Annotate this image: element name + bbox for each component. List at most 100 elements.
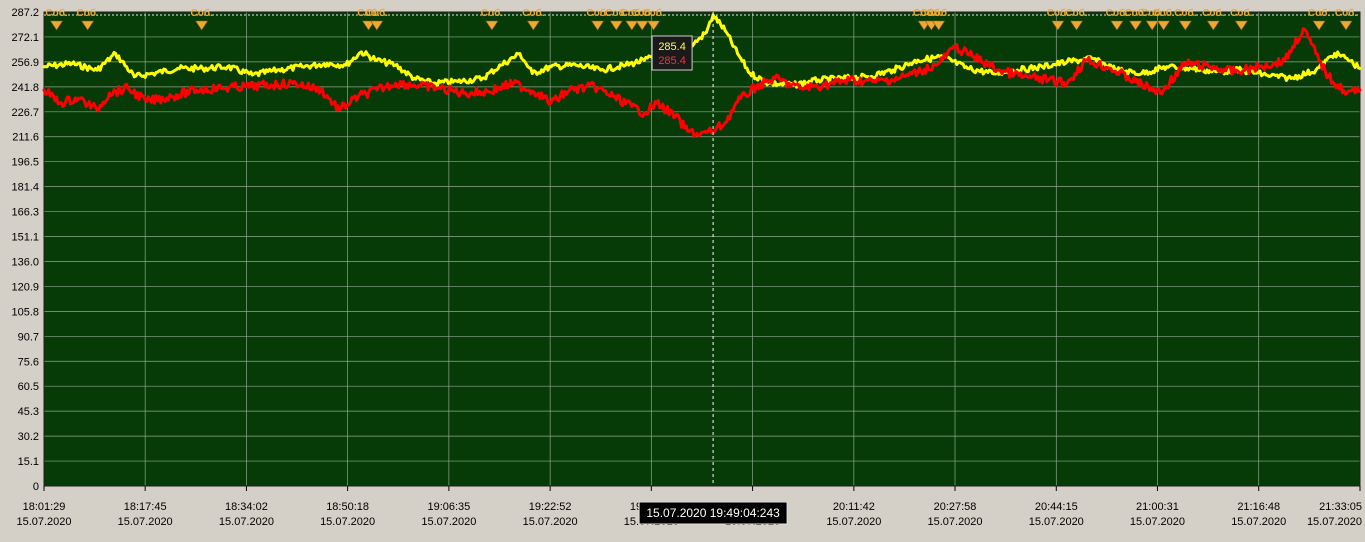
x-tick-time: 21:00:31 [1136, 501, 1179, 513]
series-point [359, 50, 363, 54]
series-point [132, 75, 136, 79]
event-label: Соб. [605, 7, 628, 19]
event-marker[interactable]: Соб. [191, 7, 214, 31]
event-marker[interactable]: Соб. [586, 7, 609, 31]
series-point [1358, 66, 1362, 70]
series-point [344, 63, 348, 67]
y-tick-label: 151.1 [11, 232, 39, 244]
event-marker[interactable]: Соб. [642, 7, 665, 31]
series-point [42, 88, 46, 92]
series-point [1090, 57, 1094, 60]
series-layer [42, 13, 1362, 139]
event-triangle-icon [1110, 20, 1124, 31]
event-marker[interactable]: Соб. [1202, 7, 1225, 31]
series-point [269, 83, 273, 87]
series-point [356, 95, 360, 98]
series-point [611, 95, 615, 98]
series-point [991, 71, 994, 75]
x-tick-time: 18:34:02 [225, 501, 268, 513]
event-label: Соб. [481, 7, 504, 19]
cursor-value-1: 285.4 [658, 41, 686, 53]
event-label: Соб. [642, 7, 665, 19]
series-point [1140, 71, 1144, 75]
event-marker[interactable]: Соб. [1174, 7, 1197, 31]
series-point [1159, 91, 1162, 95]
series-point [300, 65, 304, 69]
event-marker[interactable]: Соб. [76, 7, 99, 31]
y-tick-label: 30.2 [18, 431, 39, 443]
series-point [394, 81, 397, 85]
event-marker[interactable]: Соб. [927, 7, 950, 31]
event-marker[interactable]: Соб. [621, 7, 644, 31]
series-point [723, 121, 727, 125]
series-point [1233, 70, 1237, 74]
event-label: Соб. [1174, 7, 1197, 19]
event-triangle-icon [1206, 20, 1220, 31]
series-point [897, 76, 901, 80]
series-point [630, 104, 634, 108]
cursor-time-label: 15.07.2020 19:49:04:243 [646, 506, 780, 520]
event-marker[interactable]: Соб. [1308, 7, 1331, 31]
series-point [823, 83, 827, 87]
series-point [916, 70, 920, 74]
x-tick-date: 15.07.2020 [1029, 516, 1084, 528]
event-label: Соб. [522, 7, 545, 19]
event-marker[interactable]: Соб. [605, 7, 628, 31]
event-marker[interactable]: Соб. [357, 7, 380, 31]
event-label: Соб. [357, 7, 380, 19]
series-point [935, 63, 939, 67]
plot-area[interactable] [44, 12, 1360, 486]
event-marker[interactable]: Соб. [1141, 7, 1164, 31]
event-triangle-icon [370, 20, 384, 31]
event-triangle-icon [526, 20, 540, 31]
series-point [972, 55, 976, 59]
series-point [201, 66, 205, 70]
event-label: Соб. [1141, 7, 1164, 19]
event-marker[interactable]: Соб. [1152, 7, 1175, 31]
event-triangle-icon [647, 20, 661, 31]
event-triangle-icon [1157, 20, 1171, 31]
event-marker[interactable]: Соб. [631, 7, 654, 31]
y-tick-label: 272.1 [11, 32, 39, 44]
x-tick-time: 20:11:42 [833, 501, 875, 513]
series-point [599, 68, 603, 72]
series-point [723, 29, 727, 32]
x-tick-time: 18:50:18 [326, 501, 369, 513]
x-tick-date: 15.07.2020 [320, 516, 375, 528]
series-point [1165, 65, 1169, 69]
y-tick-label: 226.7 [11, 107, 39, 119]
series-point [1040, 65, 1044, 69]
series-point [176, 66, 180, 70]
x-tick-date: 15.07.2020 [1231, 516, 1286, 528]
x-tick-date: 15.07.2020 [826, 516, 881, 528]
event-triangle-icon [1178, 20, 1192, 31]
series-point [537, 91, 540, 95]
event-triangle-icon [361, 20, 376, 31]
cursor-value-2: 285.4 [658, 55, 686, 67]
y-tick-label: 211.6 [12, 132, 39, 144]
event-marker[interactable]: Соб. [1230, 7, 1253, 31]
event-marker[interactable]: Соб. [45, 7, 68, 31]
x-tick-date: 15.07.2020 [523, 516, 578, 528]
event-marker[interactable]: Соб. [366, 7, 389, 31]
event-label: Соб. [366, 7, 389, 19]
event-label: Соб. [1124, 7, 1147, 19]
series-point [1084, 58, 1088, 62]
series-point [412, 83, 416, 87]
series-point [338, 108, 341, 112]
event-marker[interactable]: Соб. [522, 7, 545, 31]
event-triangle-icon [1145, 20, 1159, 31]
series-point [462, 91, 466, 95]
event-marker[interactable]: Соб. [1065, 7, 1088, 31]
series-point [748, 71, 752, 75]
event-label: Соб. [1202, 7, 1225, 19]
series-point [568, 88, 572, 92]
event-marker[interactable]: Соб. [1124, 7, 1147, 31]
event-marker[interactable]: Соб. [481, 7, 504, 31]
event-label: Соб. [1065, 7, 1088, 19]
series-point [891, 68, 895, 72]
event-marker[interactable]: Соб. [1106, 7, 1129, 31]
series-point [375, 58, 379, 62]
event-marker[interactable]: Соб. [1047, 7, 1070, 31]
event-marker[interactable]: Соб. [1335, 7, 1358, 31]
